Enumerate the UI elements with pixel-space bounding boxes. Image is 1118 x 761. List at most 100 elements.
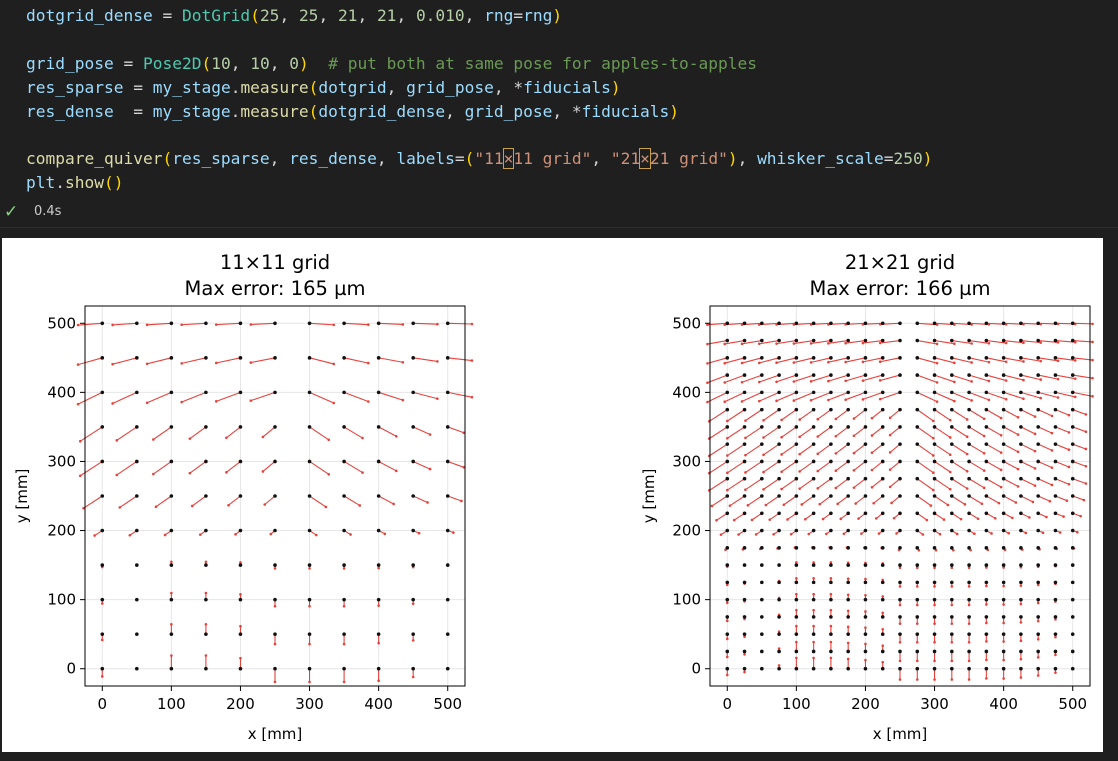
whisker-head xyxy=(921,533,925,536)
whisker-head xyxy=(834,452,838,455)
whisker xyxy=(727,460,745,474)
whisker-head xyxy=(915,566,919,570)
whisker-head xyxy=(881,578,885,582)
code-line[interactable]: grid_pose = Pose2D(10, 10, 0) # put both… xyxy=(26,52,757,76)
code-token: my_stage xyxy=(152,101,231,121)
whisker xyxy=(1037,443,1053,451)
cell-status: ✓ 0.4s xyxy=(0,200,1118,226)
whisker-head xyxy=(1004,397,1008,401)
grid-dot xyxy=(445,459,450,464)
grid-dot xyxy=(725,597,730,602)
grid-dot xyxy=(880,666,885,671)
whisker-head xyxy=(214,361,218,365)
grid-dot xyxy=(1070,615,1075,619)
code-cell[interactable]: dotgrid_dense = DotGrid(25, 25, 21, 21, … xyxy=(0,0,1118,228)
grid-dot xyxy=(760,580,764,585)
whisker xyxy=(783,495,797,506)
grid-dot xyxy=(1070,580,1075,585)
grid-dot xyxy=(950,321,954,326)
code-line[interactable]: res_sparse = my_stage.measure(dotgrid, g… xyxy=(26,76,621,100)
whisker-head xyxy=(792,399,796,402)
whisker-head xyxy=(780,487,783,491)
whisker-head xyxy=(308,567,311,570)
code-line[interactable]: plt.show() xyxy=(26,171,123,195)
whisker-head xyxy=(915,659,919,663)
grid-dot xyxy=(880,580,885,585)
grid-dot xyxy=(1019,649,1023,654)
grid-dot xyxy=(846,511,850,516)
grid-dot xyxy=(1019,632,1023,636)
grid-dot xyxy=(376,321,381,326)
whisker-head xyxy=(829,656,833,660)
code-token: ( xyxy=(250,6,260,25)
grid-dot xyxy=(863,373,868,377)
code-token: rng xyxy=(484,6,514,25)
whisker xyxy=(801,495,814,505)
grid-dot xyxy=(411,425,415,429)
grid-dot xyxy=(169,666,174,671)
whisker-head xyxy=(809,380,813,383)
whisker-head xyxy=(953,380,956,384)
grid-dot xyxy=(932,494,937,498)
grid-dot xyxy=(967,615,971,619)
grid-dot xyxy=(915,649,920,654)
whisker xyxy=(889,409,901,419)
grid-dot xyxy=(1019,666,1023,671)
whisker-head xyxy=(931,454,935,457)
grid-dot xyxy=(1070,476,1075,481)
whisker-head xyxy=(953,399,956,403)
whisker xyxy=(776,340,797,345)
grid-dot xyxy=(1001,597,1006,602)
grid-dot xyxy=(880,476,885,481)
grid-dot xyxy=(1036,321,1040,326)
whisker-head xyxy=(861,379,865,382)
whisker xyxy=(855,495,866,504)
whisker xyxy=(763,461,780,473)
whisker xyxy=(916,409,934,422)
whisker-head xyxy=(950,566,954,570)
whisker-head xyxy=(249,361,253,364)
grid-dot xyxy=(984,580,989,585)
whisker xyxy=(189,461,207,474)
whisker-head xyxy=(1002,621,1005,625)
grid-dot xyxy=(1036,494,1040,498)
grid-dot xyxy=(273,390,277,395)
whisker-head xyxy=(861,360,865,364)
grid-dot xyxy=(1001,494,1006,498)
grid-dot xyxy=(777,459,781,464)
grid-dot xyxy=(984,511,989,516)
code-line[interactable]: dotgrid_dense = DotGrid(25, 25, 21, 21, … xyxy=(26,4,562,28)
whisker-head xyxy=(931,488,935,492)
whisker-head xyxy=(118,506,122,509)
grid-dot xyxy=(984,666,989,671)
whisker xyxy=(250,391,276,402)
grid-dot xyxy=(863,666,868,671)
whisker xyxy=(934,357,955,364)
whisker-head xyxy=(198,533,202,536)
whisker xyxy=(1003,391,1024,400)
whisker-head xyxy=(792,380,796,383)
whisker-head xyxy=(881,644,885,648)
grid-dot xyxy=(863,632,868,636)
whisker xyxy=(986,391,1007,400)
whisker-head xyxy=(1067,413,1071,417)
grid-dot xyxy=(1036,356,1040,360)
code-line[interactable]: compare_quiver(res_sparse, res_dense, la… xyxy=(26,147,933,171)
grid-dot xyxy=(811,494,816,498)
whisker-head xyxy=(100,638,104,642)
whisker xyxy=(155,495,172,508)
grid-dot xyxy=(811,321,816,326)
grid-dot xyxy=(376,356,381,360)
whisker-head xyxy=(898,640,902,644)
whisker-head xyxy=(987,360,991,364)
whisker-head xyxy=(170,560,173,564)
code-line[interactable]: res_dense = my_stage.measure(dotgrid_den… xyxy=(26,100,679,124)
grid-dot xyxy=(898,563,902,567)
whisker xyxy=(951,478,968,490)
whisker xyxy=(934,478,951,490)
whisker xyxy=(79,426,103,442)
whisker xyxy=(828,391,849,401)
grid-dot xyxy=(777,425,781,429)
whisker-head xyxy=(1050,431,1054,435)
whisker-head xyxy=(1045,515,1048,519)
